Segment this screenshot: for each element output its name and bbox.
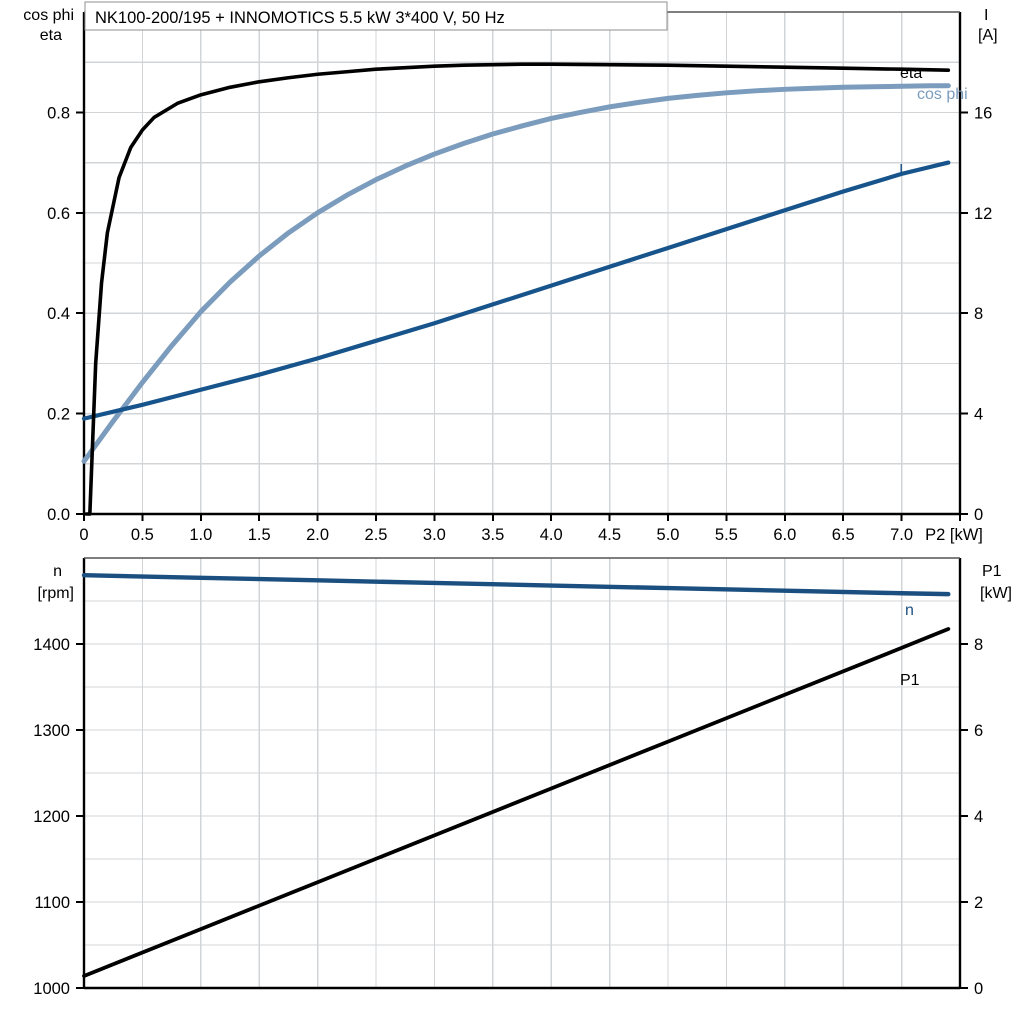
- bottom-chart-svg: 1000 1100 1200 1300 1400 0 2 4 6 8 n [rpm] P1 [kW] n P1: [33, 557, 1012, 998]
- left-tick-label: 1200: [33, 808, 70, 826]
- right-tick-label: 0: [974, 980, 983, 998]
- right-axis-title-line2: [A]: [978, 27, 998, 44]
- x-tick-label: 4.0: [540, 526, 563, 544]
- right-tick-label: 12: [974, 205, 992, 223]
- x-tick-label: 6.0: [773, 526, 796, 544]
- speed-curve-label: n: [905, 602, 914, 619]
- left-tick-label: 1400: [33, 636, 70, 654]
- right-axis-title-line1: I: [984, 7, 988, 24]
- right-axis-title-line2: [kW]: [980, 585, 1012, 602]
- right-tick-label: 4: [974, 808, 983, 826]
- x-tick-label: 4.5: [598, 526, 621, 544]
- chart-title-box: [84, 1, 668, 31]
- eta-curve-label: eta: [900, 65, 922, 82]
- eta-curve: [84, 62, 951, 516]
- x-tick-label: 2.5: [365, 526, 388, 544]
- speed-curve: [81, 573, 951, 597]
- right-tick-label: 8: [974, 636, 983, 654]
- p1-curve: [82, 627, 951, 978]
- left-axis-title-line1: n: [53, 563, 62, 580]
- top-chart-panel: 0.0 0.2 0.4 0.6 0.8 0 4 8 12 16 0 0.5 1.0 1.5 2.0 2.5 3.…: [23, 1, 998, 544]
- top-chart-group: 0.0 0.2 0.4 0.6 0.8 0 4 8 12 16 0 0.5 1.0 1.5 2.0 2.5 3.…: [23, 7, 997, 544]
- x-tick-label: 0.5: [131, 526, 154, 544]
- top-chart-svg: 0.0 0.2 0.4 0.6 0.8 0 4 8 12 16 0 0.5 1.0 1.5 2.0 2.5 3.…: [23, 1, 998, 544]
- cos-phi-curve-label: cos phi: [917, 86, 968, 103]
- right-tick-label: 6: [974, 722, 983, 740]
- x-tick-label: 3.0: [423, 526, 446, 544]
- x-tick-label: 5.0: [657, 526, 680, 544]
- right-tick-label: 0: [974, 506, 983, 524]
- chart-title-text: NK100-200/195 + INNOMOTICS 5.5 kW 3*400 …: [95, 9, 505, 27]
- left-tick-label: 0.0: [47, 506, 70, 524]
- left-tick-label: 0.6: [47, 205, 70, 223]
- right-tick-label: 4: [974, 406, 983, 424]
- x-axis-title: P2 [kW]: [925, 526, 983, 544]
- current-curve-label: I: [899, 162, 903, 179]
- left-axis-title-line2: eta: [40, 27, 62, 44]
- cos-phi-curve: [81, 83, 951, 464]
- left-tick-label: 0.2: [47, 406, 70, 424]
- current-curve: [81, 160, 951, 421]
- x-tick-label: 3.5: [481, 526, 504, 544]
- p1-curve-label: P1: [900, 672, 920, 689]
- x-tick-label: 1.5: [248, 526, 271, 544]
- left-axis-title-line1: cos phi: [23, 7, 74, 24]
- right-tick-label: 8: [974, 305, 983, 323]
- left-tick-label: 0.8: [47, 104, 70, 122]
- x-tick-label: 7.0: [890, 526, 913, 544]
- bottom-chart-panel: 1000 1100 1200 1300 1400 0 2 4 6 8 n [rpm] P1 [kW] n P1: [0, 548, 1024, 1024]
- left-tick-label: 1000: [33, 980, 70, 998]
- right-tick-label: 16: [974, 104, 992, 122]
- left-tick-label: 1100: [35, 894, 70, 912]
- chart-title-group: NK100-200/195 + INNOMOTICS 5.5 kW 3*400 …: [84, 1, 668, 31]
- left-axis-title-line2: [rpm]: [38, 585, 74, 602]
- bottom-chart-group: 1000 1100 1200 1300 1400 0 2 4 6 8 n [rpm] P1 [kW] n P1: [33, 557, 1012, 998]
- left-tick-label: 0.4: [47, 305, 70, 323]
- x-tick-label: 5.5: [715, 526, 738, 544]
- x-tick-label: 2.0: [306, 526, 329, 544]
- right-axis-title-line1: P1: [982, 563, 1002, 580]
- x-tick-label: 1.0: [189, 526, 212, 544]
- x-tick-label: 6.5: [832, 526, 855, 544]
- right-tick-label: 2: [974, 894, 983, 912]
- left-tick-label: 1300: [33, 722, 70, 740]
- x-tick-label: 0: [79, 526, 88, 544]
